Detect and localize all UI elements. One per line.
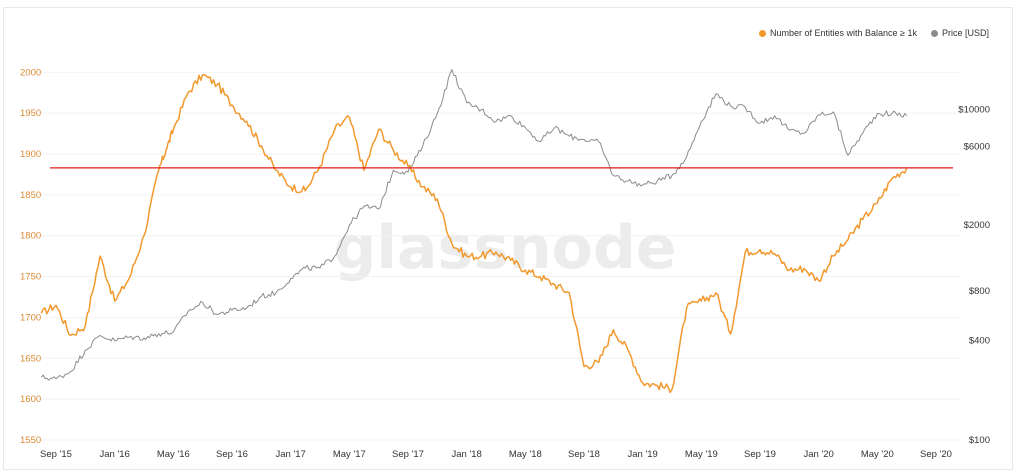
right-tick-label: $6000 bbox=[964, 141, 990, 152]
right-tick-label: $800 bbox=[969, 286, 990, 297]
right-tick-label: $100 bbox=[969, 435, 990, 446]
left-tick-label: 1800 bbox=[20, 231, 41, 242]
left-axis: 2000 1950 1900 1850 1800 1750 1700 1650 1600 1550 bbox=[20, 67, 41, 446]
price-line bbox=[40, 69, 908, 381]
left-tick-label: 2000 bbox=[20, 67, 41, 78]
x-tick-label: Jan '20 bbox=[803, 449, 833, 460]
left-tick-label: 1900 bbox=[20, 149, 41, 160]
x-tick-label: Sep '19 bbox=[744, 449, 776, 460]
x-tick-label: Sep '16 bbox=[216, 449, 248, 460]
chart-card bbox=[3, 7, 1013, 470]
x-tick-label: May '20 bbox=[861, 449, 894, 460]
x-tick-label: Jan '18 bbox=[451, 449, 481, 460]
legend-item-entities[interactable]: Number of Entities with Balance ≥ 1k bbox=[758, 28, 917, 38]
grid bbox=[38, 71, 960, 441]
legend-label-entities: Number of Entities with Balance ≥ 1k bbox=[769, 28, 917, 38]
legend-swatch-price bbox=[930, 29, 938, 37]
x-tick-label: Sep '15 bbox=[40, 449, 72, 460]
left-tick-label: 1550 bbox=[20, 435, 41, 446]
x-axis: Sep '15 Jan '16 May '16 Sep '16 Jan '17 May '… bbox=[40, 449, 952, 460]
right-tick-label: $400 bbox=[969, 336, 990, 347]
x-tick-label: Jan '16 bbox=[99, 449, 129, 460]
left-tick-label: 1700 bbox=[20, 312, 41, 323]
x-tick-label: Sep '18 bbox=[568, 449, 600, 460]
right-tick-label: $10000 bbox=[958, 105, 990, 116]
x-tick-label: May '17 bbox=[333, 449, 366, 460]
x-tick-label: May '16 bbox=[157, 449, 190, 460]
x-tick-label: Sep '20 bbox=[920, 449, 952, 460]
left-tick-label: 1850 bbox=[20, 190, 41, 201]
x-tick-label: Jan '17 bbox=[275, 449, 305, 460]
x-tick-label: Jan '19 bbox=[627, 449, 657, 460]
x-tick-label: Sep '17 bbox=[392, 449, 424, 460]
legend-label-price: Price [USD] bbox=[941, 28, 989, 38]
left-tick-label: 1750 bbox=[20, 272, 41, 283]
legend: Number of Entities with Balance ≥ 1k Pri… bbox=[758, 28, 989, 38]
x-tick-label: May '19 bbox=[685, 449, 718, 460]
left-tick-label: 1600 bbox=[20, 394, 41, 405]
series-layer bbox=[40, 69, 953, 394]
legend-item-price[interactable]: Price [USD] bbox=[930, 28, 989, 38]
watermark: glassnode bbox=[333, 213, 676, 283]
x-tick-label: May '18 bbox=[509, 449, 542, 460]
entities-line bbox=[40, 73, 908, 394]
legend-swatch-entities bbox=[758, 29, 766, 37]
right-tick-label: $2000 bbox=[964, 220, 990, 231]
left-tick-label: 1950 bbox=[20, 108, 41, 119]
left-tick-label: 1650 bbox=[20, 353, 41, 364]
right-axis: $10000 $6000 $2000 $800 $400 $100 bbox=[958, 105, 990, 446]
